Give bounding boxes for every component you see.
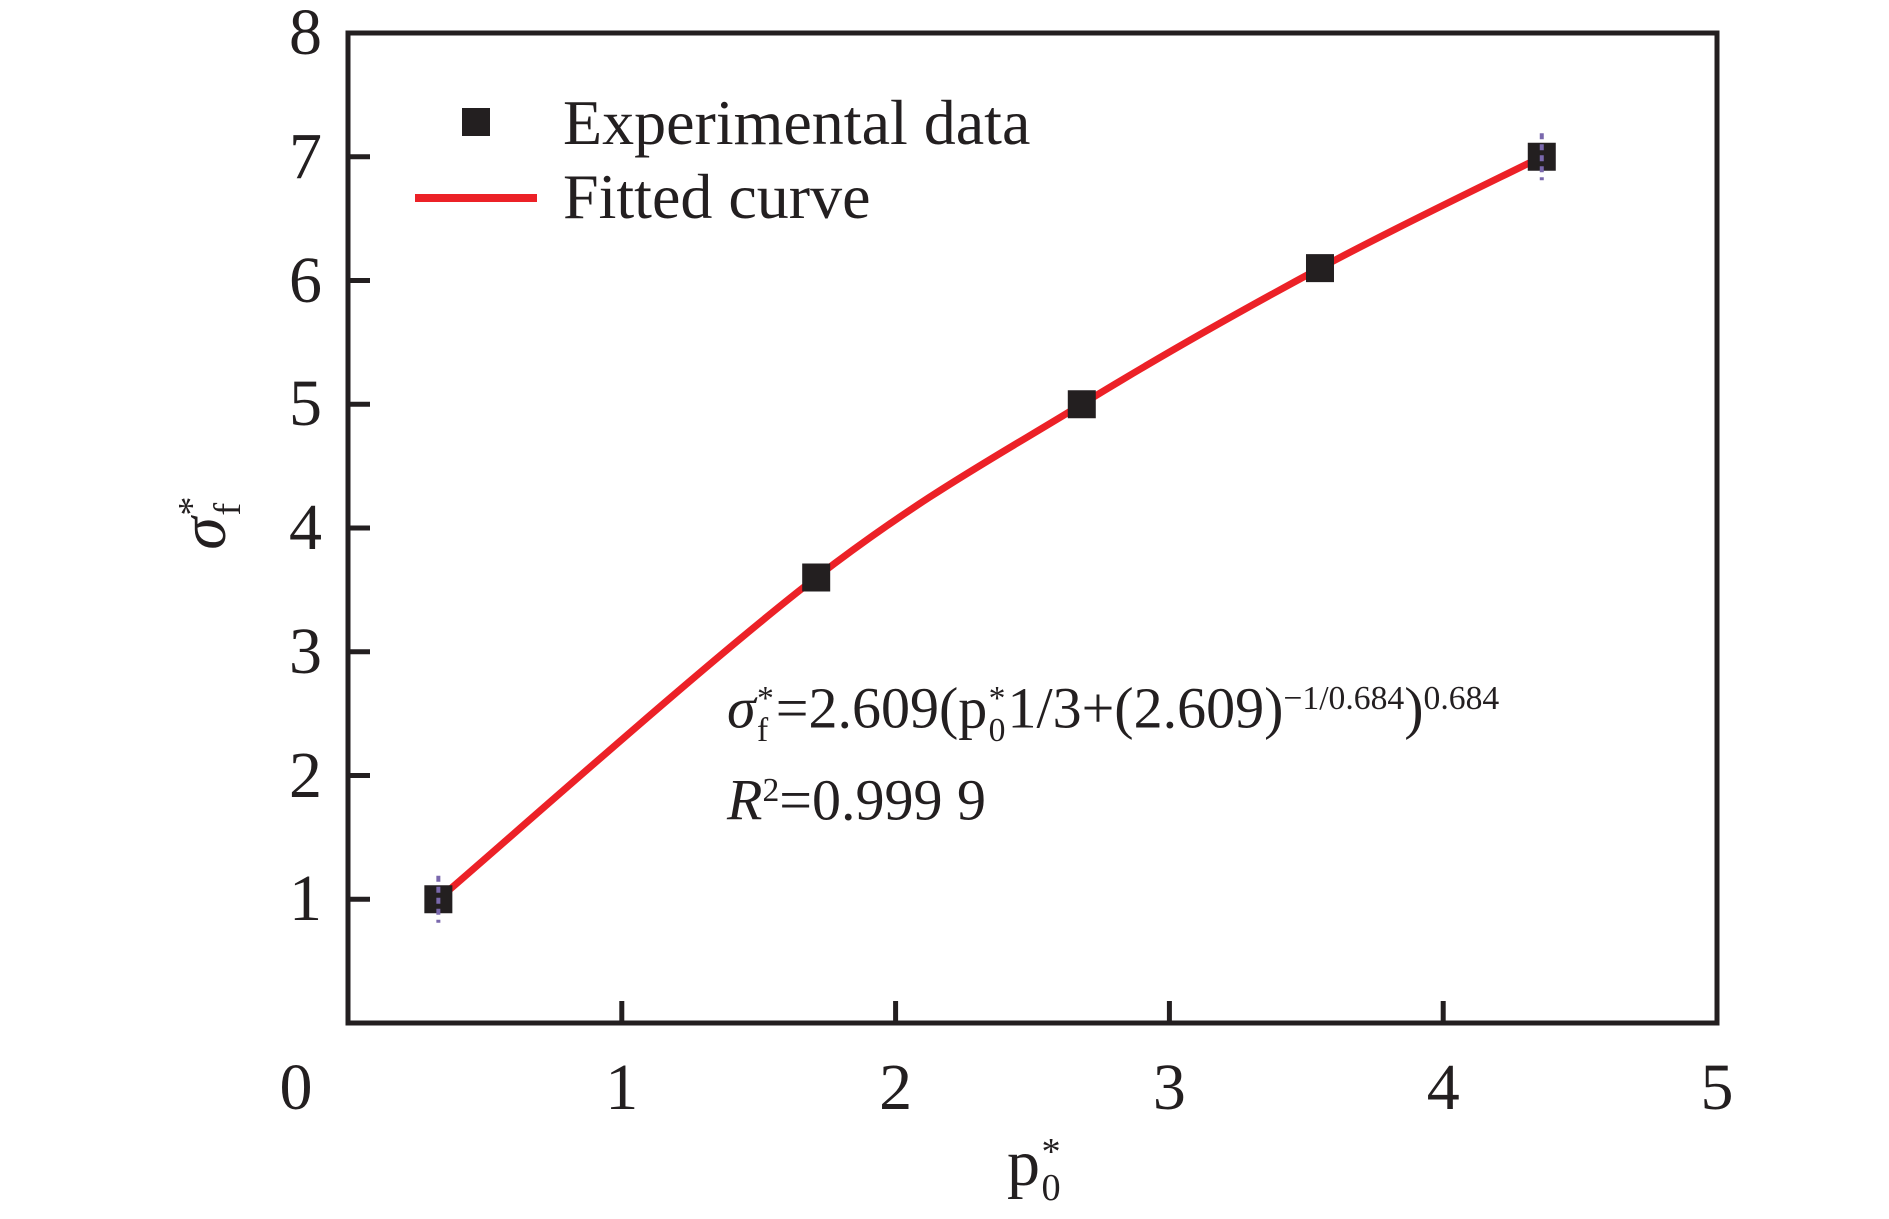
- legend-square-marker-icon: [462, 108, 490, 136]
- data-point-square: [1067, 390, 1096, 419]
- y-tick-label: 4: [289, 491, 322, 564]
- y-tick-label: 2: [289, 738, 322, 812]
- equation-exponent: −1/0.684: [1283, 680, 1405, 717]
- x-tick-label: 3: [1152, 1051, 1186, 1124]
- data-point-square: [1305, 254, 1334, 283]
- x-tick-label: 5: [1700, 1051, 1734, 1124]
- p-sup-sub: * 0: [988, 680, 1006, 749]
- y-tick-label: 8: [289, 0, 322, 69]
- x-tick-label: 0: [279, 1051, 313, 1124]
- equation-annotation: σ * f =2.609(p * 0 1/3+(2.609)−1/0.684)0.684 R…: [727, 658, 1499, 841]
- y-axis-label: σ * f: [167, 496, 250, 550]
- plot-frame: [345, 30, 1720, 1026]
- y-tick-label: 6: [289, 243, 322, 317]
- x-axis-label: p * 0: [1007, 1127, 1061, 1210]
- x-tick-label: 2: [879, 1051, 913, 1124]
- sigma-sup-sub: * f: [756, 680, 774, 749]
- y-tick-label: 3: [289, 614, 322, 688]
- r-squared-line: R2=0.999 9: [727, 767, 986, 832]
- fitted-curve-line: [434, 153, 1546, 903]
- x-tick-label: 4: [1426, 1051, 1460, 1124]
- legend-item-label: Experimental data: [563, 87, 1031, 158]
- y-tick-label: 5: [289, 367, 322, 441]
- legend-item-label: Fitted curve: [563, 161, 871, 232]
- y-tick-label: 7: [289, 119, 322, 193]
- equation-sigma: σ: [727, 675, 756, 741]
- equation-line: σ * f =2.609(p * 0 1/3+(2.609)−1/0.684)0.684: [727, 675, 1500, 749]
- legend-line-swatch-icon: [415, 194, 537, 202]
- data-point-square: [802, 563, 831, 592]
- equation-exponent: 0.684: [1423, 680, 1500, 717]
- y-tick-label: 1: [289, 862, 322, 936]
- x-tick-label: 1: [605, 1051, 639, 1124]
